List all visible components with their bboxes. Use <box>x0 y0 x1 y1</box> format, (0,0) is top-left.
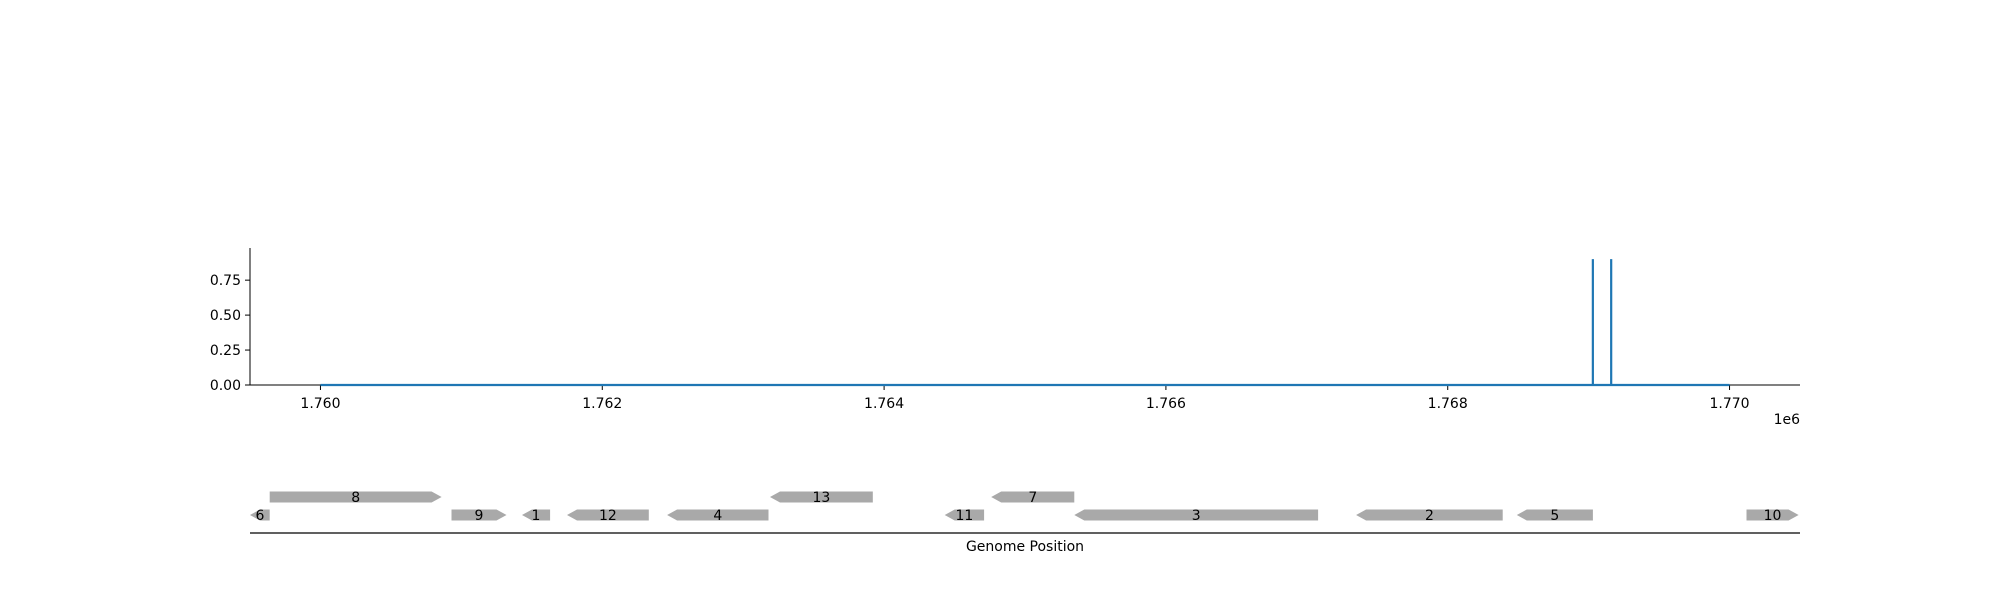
y-tick-label: 0.50 <box>210 308 241 324</box>
gene-arrow <box>770 491 873 503</box>
gene-label: 6 <box>255 508 264 524</box>
coverage-plot: 1.760 1.762 1.764 1.766 1.768 1.770 0.000.250… <box>210 248 1800 428</box>
x-tick-label: 1.768 <box>1428 396 1468 412</box>
gene-arrow <box>991 491 1075 503</box>
gene-label: 10 <box>1764 508 1782 524</box>
y-tick-label: 0.25 <box>210 343 241 359</box>
coverage-line <box>320 259 1730 387</box>
gene-map-xlabel: Genome Position <box>966 539 1084 555</box>
gene-arrow <box>1356 509 1503 521</box>
x-tick-label: 1.770 <box>1709 396 1749 412</box>
gene-arrow <box>1746 509 1799 521</box>
gene-label: 2 <box>1425 508 1434 524</box>
gene-label: 3 <box>1192 508 1201 524</box>
y-tick-label: 0.75 <box>210 273 241 289</box>
x-axis-offset-label: 1e6 <box>1774 412 1801 428</box>
gene-arrow <box>567 509 649 521</box>
gene-arrow <box>944 509 985 521</box>
gene-label: 11 <box>955 508 973 524</box>
gene-arrow <box>1516 509 1593 521</box>
gene-label: 1 <box>532 508 541 524</box>
x-tick-label: 1.764 <box>864 396 904 412</box>
gene-arrow <box>250 509 270 521</box>
gene-features: 6 8 9 1 12 4 13 11 7 3 2 5 10 <box>250 490 1799 524</box>
x-tick-label: 1.766 <box>1146 396 1186 412</box>
gene-arrow <box>451 509 507 521</box>
gene-label: 7 <box>1028 490 1037 506</box>
gene-arrow <box>1074 509 1319 521</box>
y-axis-ticks: 0.00 0.25 0.50 0.75 <box>210 273 250 394</box>
gene-arrow <box>522 509 551 521</box>
gene-label: 8 <box>351 490 360 506</box>
gene-label: 4 <box>713 508 722 524</box>
gene-label: 5 <box>1550 508 1559 524</box>
x-axis-ticks: 1.760 1.762 1.764 1.766 1.768 1.770 <box>300 385 1750 412</box>
gene-arrow <box>667 509 769 521</box>
gene-label: 12 <box>599 508 617 524</box>
y-tick-label: 0.00 <box>210 378 241 394</box>
gene-map: 6 8 9 1 12 4 13 11 7 3 2 5 10 Genome Position <box>250 490 1800 555</box>
gene-label: 9 <box>475 508 484 524</box>
x-tick-label: 1.760 <box>300 396 340 412</box>
gene-arrow <box>269 491 442 503</box>
x-tick-label: 1.762 <box>582 396 622 412</box>
gene-label: 13 <box>812 490 830 506</box>
